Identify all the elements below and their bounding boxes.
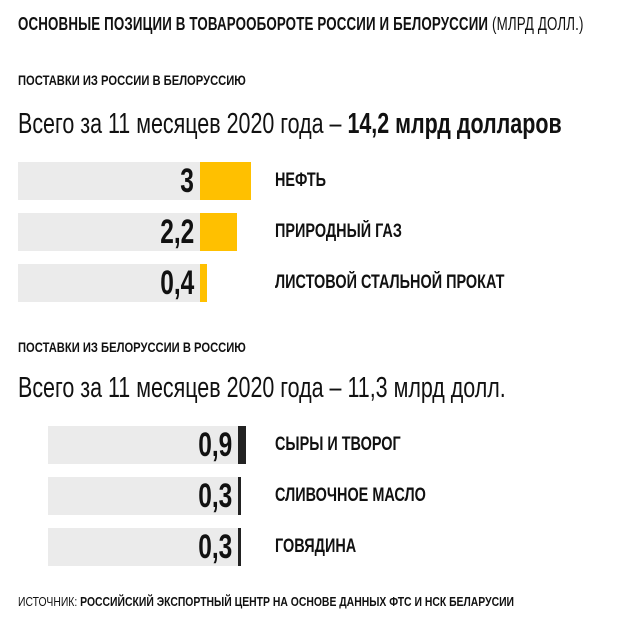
- bar-fill: [238, 528, 241, 566]
- bar-track: [18, 213, 200, 251]
- bar-fill: [238, 477, 241, 515]
- exports-total-line: Всего за 11 месяцев 2020 года – 14,2 млр…: [18, 108, 562, 141]
- imports-total-value: 11,3 млрд долл.: [347, 372, 506, 404]
- bar-value-label: 0,4: [159, 264, 194, 302]
- bar-track: [48, 477, 238, 515]
- exports-total-value: 14,2 млрд долларов: [347, 108, 562, 140]
- section-label-imports: ПОСТАВКИ ИЗ БЕЛОРУССИИ В РОССИЮ: [18, 339, 246, 355]
- section-label-exports: ПОСТАВКИ ИЗ РОССИИ В БЕЛОРУССИЮ: [18, 72, 246, 88]
- bar-value-label: 0,3: [197, 528, 232, 566]
- chart-title-text: ОСНОВНЫЕ ПОЗИЦИИ В ТОВАРООБОРОТЕ РОССИИ …: [18, 14, 489, 34]
- imports-bar-row: 0,3 ГОВЯДИНА: [0, 528, 620, 566]
- exports-bar-row: 0,4 ЛИСТОВОЙ СТАЛЬНОЙ ПРОКАТ: [0, 264, 620, 302]
- bar-track: [18, 162, 200, 200]
- imports-bar-row: 0,3 СЛИВОЧНОЕ МАСЛО: [0, 477, 620, 515]
- bar-value-label: 3: [180, 162, 194, 200]
- bar-category-label: СЛИВОЧНОЕ МАСЛО: [275, 485, 426, 506]
- bar-fill: [200, 264, 207, 302]
- bar-value-label: 2,2: [159, 213, 194, 251]
- chart-title-unit: (МЛРД ДОЛЛ.): [492, 14, 584, 34]
- exports-bar-row: 2,2 ПРИРОДНЫЙ ГАЗ: [0, 213, 620, 251]
- bar-fill: [200, 162, 251, 200]
- imports-total-prefix: Всего за 11 месяцев 2020 года –: [18, 372, 348, 404]
- bar-track: [48, 426, 238, 464]
- bar-fill: [200, 213, 237, 251]
- source-label: ИСТОЧНИК:: [18, 594, 81, 609]
- bar-fill: [238, 426, 246, 464]
- source-note: ИСТОЧНИК: РОССИЙСКИЙ ЭКСПОРТНЫЙ ЦЕНТР НА…: [18, 594, 514, 609]
- bar-value-label: 0,9: [197, 426, 232, 464]
- imports-total-line: Всего за 11 месяцев 2020 года – 11,3 млр…: [18, 372, 506, 405]
- chart-title: ОСНОВНЫЕ ПОЗИЦИИ В ТОВАРООБОРОТЕ РОССИИ …: [18, 14, 584, 35]
- source-text: РОССИЙСКИЙ ЭКСПОРТНЫЙ ЦЕНТР НА ОСНОВЕ ДА…: [80, 594, 515, 609]
- bar-category-label: НЕФТЬ: [275, 170, 327, 191]
- bar-category-label: ГОВЯДИНА: [275, 536, 357, 557]
- bar-category-label: СЫРЫ И ТВОРОГ: [275, 434, 401, 455]
- bar-category-label: ПРИРОДНЫЙ ГАЗ: [275, 221, 402, 242]
- imports-bar-row: 0,9 СЫРЫ И ТВОРОГ: [0, 426, 620, 464]
- bar-category-label: ЛИСТОВОЙ СТАЛЬНОЙ ПРОКАТ: [275, 272, 505, 293]
- exports-bar-row: 3 НЕФТЬ: [0, 162, 620, 200]
- bar-value-label: 0,3: [197, 477, 232, 515]
- exports-total-prefix: Всего за 11 месяцев 2020 года –: [18, 108, 348, 140]
- bar-track: [48, 528, 238, 566]
- bar-track: [18, 264, 200, 302]
